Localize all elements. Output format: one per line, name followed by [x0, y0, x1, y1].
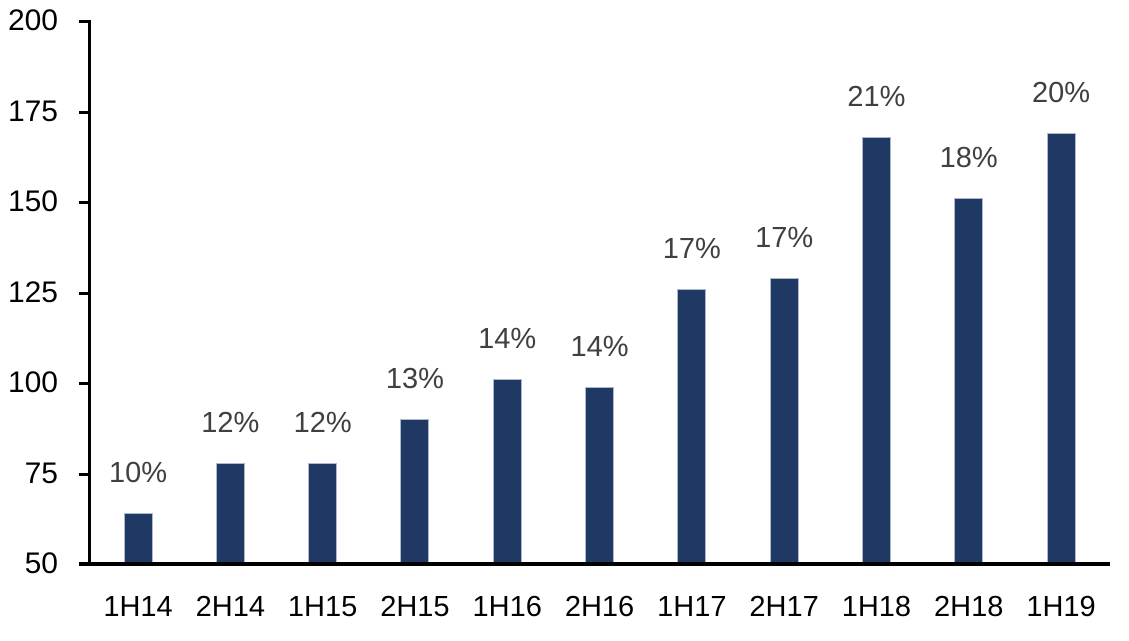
bar-value-label: 10%	[108, 457, 168, 490]
y-axis-tick-label: 150	[7, 185, 58, 218]
x-axis-label: 1H19	[1026, 591, 1096, 623]
x-axis-label: 1H14	[103, 591, 173, 623]
bar-value-label: 17%	[662, 232, 721, 265]
bar-value-label: 14%	[478, 323, 537, 356]
bar-value-label: 12%	[293, 406, 352, 439]
y-axis-line	[88, 20, 91, 566]
bar-value-label: 12%	[201, 406, 260, 439]
x-axis-label: 1H18	[841, 591, 912, 623]
y-axis-tick	[79, 472, 90, 476]
bar	[308, 462, 338, 563]
y-axis-tick-label: 50	[24, 547, 58, 580]
y-axis-tick	[79, 382, 90, 385]
y-axis-tick-label: 125	[7, 275, 58, 309]
y-axis-tick-label: 200	[7, 4, 58, 37]
y-axis-tick	[79, 110, 90, 114]
bar	[585, 386, 614, 563]
x-axis-line	[79, 562, 1110, 566]
bar	[1046, 133, 1076, 563]
bar-value-label: 17%	[755, 222, 814, 255]
y-axis-tick-label: 75	[24, 456, 58, 490]
bar	[400, 419, 430, 563]
bar-value-label: 20%	[1031, 77, 1091, 110]
bar	[492, 379, 522, 563]
y-axis-tick-label: 175	[7, 94, 58, 128]
x-axis-label: 1H17	[657, 591, 727, 623]
bar-value-label: 13%	[385, 363, 444, 396]
x-axis-label: 1H16	[472, 591, 542, 623]
x-axis-label: 2H16	[564, 591, 635, 623]
y-axis-tick	[79, 20, 90, 23]
bar	[954, 198, 984, 563]
y-axis-tick-label: 100	[7, 366, 58, 399]
x-axis-label: 1H15	[287, 591, 358, 623]
y-axis-tick	[79, 291, 90, 295]
bar	[861, 136, 891, 563]
bar-value-label: 14%	[570, 330, 629, 363]
x-axis-label: 2H14	[195, 591, 265, 623]
bar	[215, 462, 245, 563]
x-axis-label: 2H18	[934, 591, 1004, 623]
bar	[677, 288, 707, 563]
x-axis-label: 2H17	[749, 591, 819, 623]
bar-value-label: 21%	[847, 80, 906, 113]
x-axis-label: 2H15	[380, 591, 450, 623]
bar-value-label: 18%	[939, 142, 998, 175]
bar	[123, 513, 153, 563]
y-axis-tick	[79, 201, 90, 204]
bar	[769, 278, 799, 563]
